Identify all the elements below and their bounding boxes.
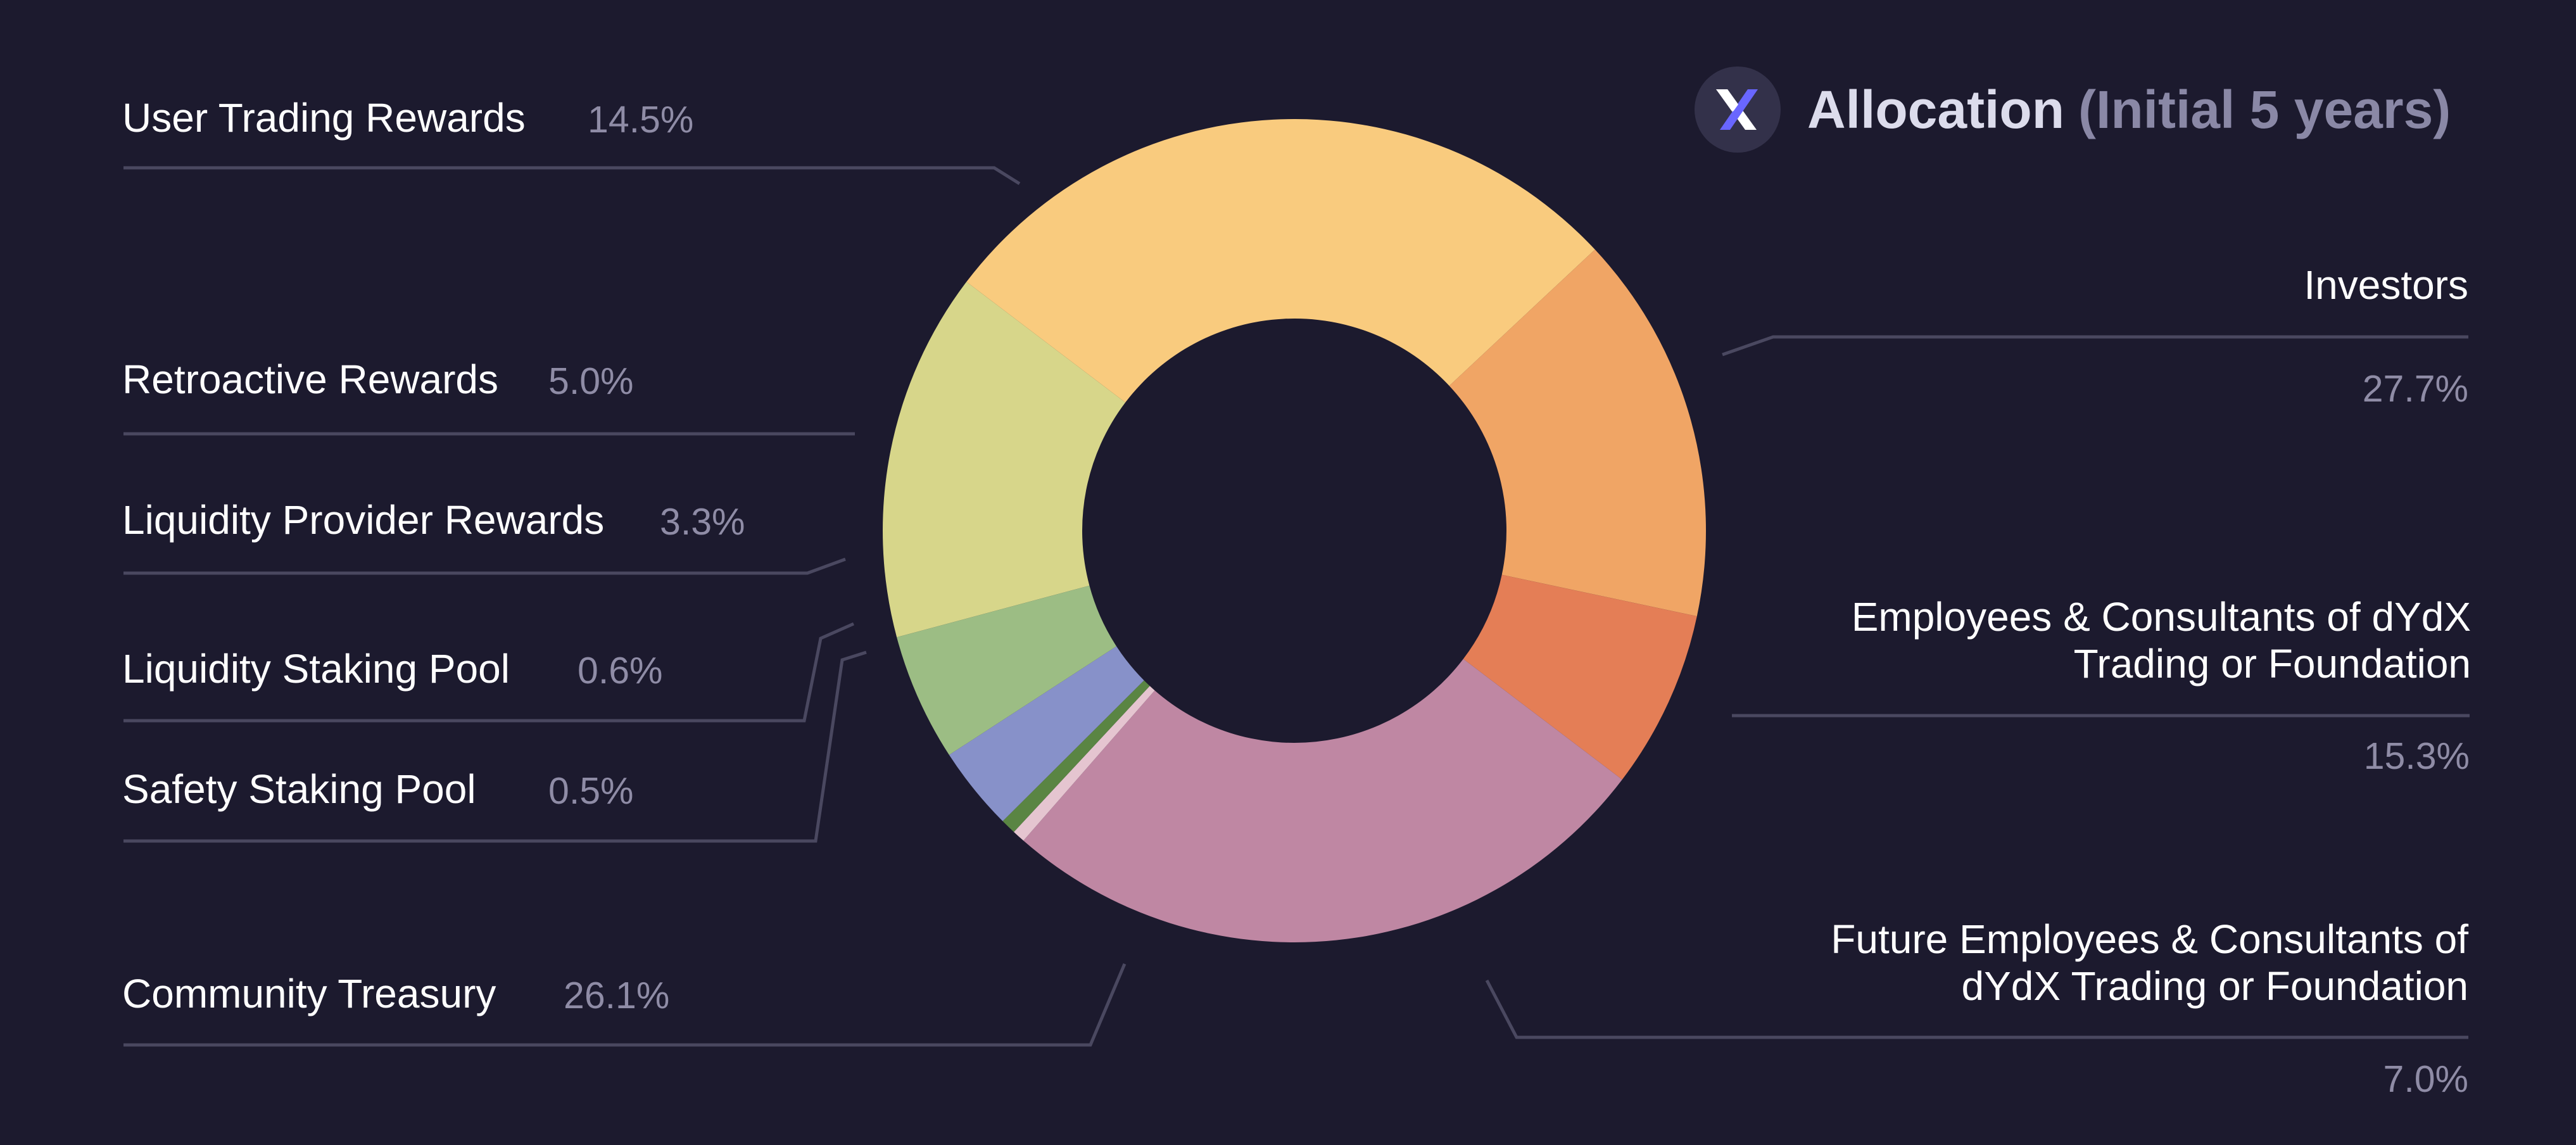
value-safety-staking-pool: 0.5% bbox=[548, 770, 634, 812]
value-investors: 27.7% bbox=[2362, 368, 2468, 410]
value-retroactive-rewards: 5.0% bbox=[548, 360, 634, 402]
label-liquidity-staking-pool: Liquidity Staking Pool bbox=[122, 646, 510, 692]
value-liquidity-staking-pool: 0.6% bbox=[578, 650, 663, 692]
chart-header: Allocation (Initial 5 years) bbox=[1695, 63, 2451, 156]
slice-user-trading-rewards bbox=[882, 282, 1126, 638]
label-investors: Investors bbox=[2304, 262, 2468, 308]
chart-title: Allocation bbox=[1807, 79, 2065, 139]
leader-line-liquidity-staking-pool bbox=[123, 622, 855, 723]
slice-investors bbox=[966, 118, 1595, 403]
leader-line-community-treasury bbox=[123, 963, 1127, 1047]
slice-community-treasury bbox=[1023, 659, 1622, 942]
value-user-trading-rewards: 14.5% bbox=[588, 99, 694, 141]
leader-line-liquidity-provider-rewards bbox=[123, 557, 846, 575]
label-safety-staking-pool: Safety Staking Pool bbox=[122, 766, 476, 812]
slice-employees-and-consultants-of-dydx-trading-or-foundation bbox=[1449, 250, 1706, 617]
slice-liquidity-staking-pool bbox=[1002, 680, 1150, 832]
value-employees-consultants: 15.3% bbox=[2363, 735, 2470, 777]
label-user-trading-rewards: User Trading Rewards bbox=[122, 95, 526, 141]
leader-line-user-trading-rewards bbox=[123, 166, 1021, 186]
leader-line-future-employees bbox=[1485, 979, 2468, 1039]
value-future-employees-consultants: 7.0% bbox=[2383, 1058, 2468, 1100]
leader-line-investors bbox=[1722, 335, 2468, 357]
chart-subtitle: (Initial 5 years) bbox=[2078, 79, 2451, 139]
label-employees-consultants: Employees & Consultants of dYdX Trading … bbox=[1851, 594, 2471, 686]
label-future-employees-consultants: Future Employees & Consultants of dYdX T… bbox=[1831, 916, 2468, 1009]
slice-safety-staking-pool bbox=[1014, 686, 1155, 841]
label-retroactive-rewards: Retroactive Rewards bbox=[122, 357, 498, 402]
value-liquidity-provider-rewards: 3.3% bbox=[660, 501, 745, 543]
dydx-x-logo-icon bbox=[1695, 66, 1781, 153]
slice-future-employees-and-consultants-of-dydx-trading-or-foundation bbox=[1463, 574, 1697, 780]
leader-line-safety-staking-pool bbox=[123, 650, 867, 843]
value-community-treasury: 26.1% bbox=[564, 975, 670, 1016]
slice-liquidity-provider-rewards bbox=[949, 646, 1144, 821]
slice-retroactive-rewards bbox=[897, 585, 1117, 756]
label-community-treasury: Community Treasury bbox=[122, 971, 496, 1016]
label-liquidity-provider-rewards: Liquidity Provider Rewards bbox=[122, 497, 605, 543]
